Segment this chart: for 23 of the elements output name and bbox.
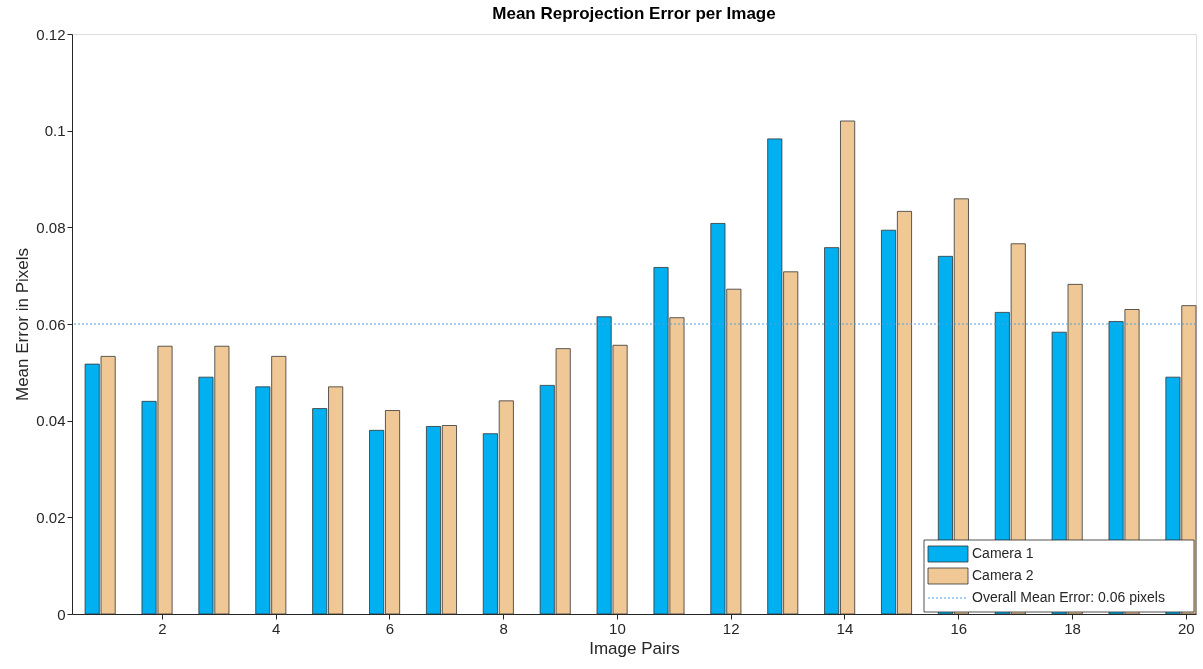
chart-title: Mean Reprojection Error per Image — [492, 4, 776, 23]
y-axis-title: Mean Error in Pixels — [13, 247, 33, 402]
x-tick-label: 16 — [950, 619, 968, 637]
legend-label: Camera 1 — [972, 545, 1034, 561]
x-tick-label: 6 — [385, 619, 395, 637]
x-tick-label: 10 — [609, 619, 626, 637]
y-tick-label: 0.04 — [36, 412, 66, 430]
y-tick-label: 0.08 — [36, 218, 66, 236]
y-tick-label: 0 — [57, 605, 66, 623]
x-tick-label: 14 — [836, 619, 854, 637]
y-tick-label: 0.02 — [36, 508, 66, 526]
legend-label: Overall Mean Error: 0.06 pixels — [972, 589, 1165, 605]
x-tick-label: 20 — [1177, 619, 1195, 637]
x-tick-label: 18 — [1064, 619, 1081, 637]
legend-label: Camera 2 — [972, 567, 1034, 583]
x-tick-label: 12 — [722, 619, 740, 637]
y-tick-label: 0.06 — [36, 315, 66, 333]
x-tick-label: 8 — [499, 619, 508, 637]
x-tick-label: 4 — [271, 619, 281, 637]
x-tick-label: 2 — [158, 619, 167, 637]
y-tick-label: 0.12 — [36, 25, 66, 43]
y-tick-label: 0.1 — [44, 122, 66, 140]
x-axis-title: Image Pairs — [589, 638, 680, 658]
